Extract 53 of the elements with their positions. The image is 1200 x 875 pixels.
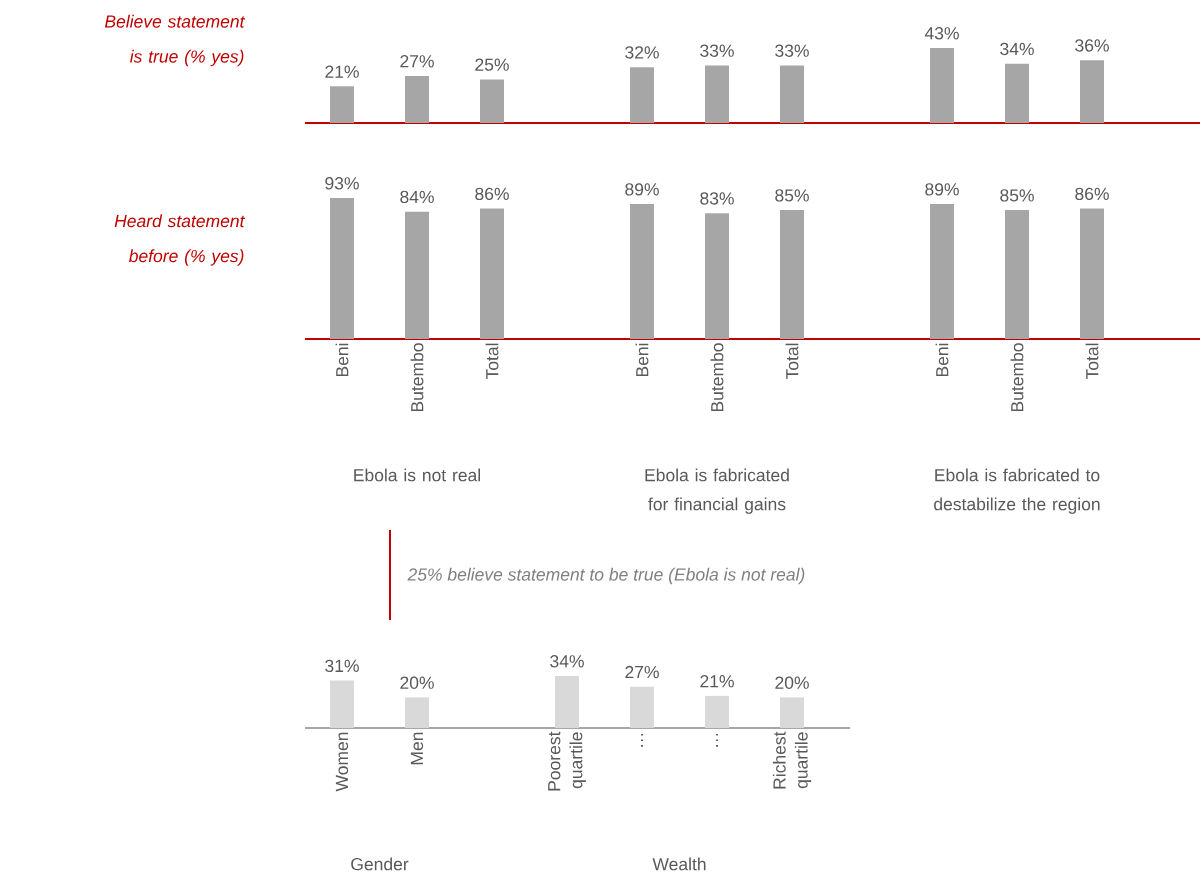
x-tick-label: Beni: [635, 343, 649, 377]
x-tick-label: Butembo: [410, 343, 424, 412]
data-label: 84%: [400, 190, 434, 204]
data-label: 89%: [625, 183, 659, 196]
text: Gender: [351, 857, 409, 871]
data-label: 43%: [924, 27, 959, 40]
data-label: 33%: [700, 44, 734, 57]
bar: [330, 680, 354, 728]
data-label: 85%: [775, 189, 809, 202]
data-label: 32%: [625, 46, 659, 59]
data-label: 25%: [475, 58, 509, 71]
x-tick-label: Women: [335, 732, 349, 792]
x-tick-label: Total: [1085, 343, 1099, 380]
data-label: 27%: [400, 55, 434, 68]
data-label: 83%: [700, 192, 734, 205]
text: Heard statement before (% yes): [114, 214, 246, 266]
data-label: 21%: [700, 675, 734, 688]
data-label: 20%: [775, 676, 809, 689]
x-tick-label: …: [716, 733, 718, 747]
bar: [705, 695, 730, 728]
data-label: 33%: [775, 44, 809, 57]
x-tick-label: Beni: [935, 343, 949, 377]
text: Believe statement is true (% yes): [104, 14, 246, 67]
x-tick-label: Butembo: [710, 343, 724, 412]
x-tick-label: …: [641, 733, 643, 747]
x-tick-label: Beni: [335, 343, 349, 377]
data-label: 21%: [325, 65, 359, 78]
x-tick-label: Men: [410, 732, 424, 765]
x-tick-label: Total: [785, 343, 799, 380]
bar: [405, 697, 429, 728]
text: Ebola is fabricated to destabilize the region: [934, 468, 1100, 514]
text: Ebola is fabricated for financial gains: [645, 468, 789, 514]
x-tick-label: Poorest quartile: [548, 731, 586, 791]
data-label: 36%: [1075, 39, 1109, 52]
x-tick-label: Richest quartile: [772, 731, 812, 789]
text: Ebola is not real: [354, 468, 480, 482]
data-label: 20%: [400, 676, 434, 689]
bar: [555, 676, 580, 728]
data-label: 31%: [325, 659, 359, 673]
data-label: 86%: [475, 187, 509, 201]
x-tick-label: Total: [485, 343, 499, 380]
bar: [630, 686, 655, 728]
data-label: 86%: [1075, 187, 1109, 201]
data-label: 27%: [625, 665, 659, 679]
x-tick-label: Butembo: [1010, 343, 1024, 412]
chart-title: 25% believe statement to be true (Ebola is not real): [407, 567, 805, 585]
bar: [780, 697, 805, 728]
data-label: 89%: [925, 183, 959, 196]
data-label: 85%: [1000, 189, 1034, 202]
data-label: 93%: [325, 177, 359, 190]
data-label: 34%: [550, 655, 584, 668]
data-label: 34%: [1000, 42, 1034, 56]
text: Wealth: [652, 857, 706, 871]
